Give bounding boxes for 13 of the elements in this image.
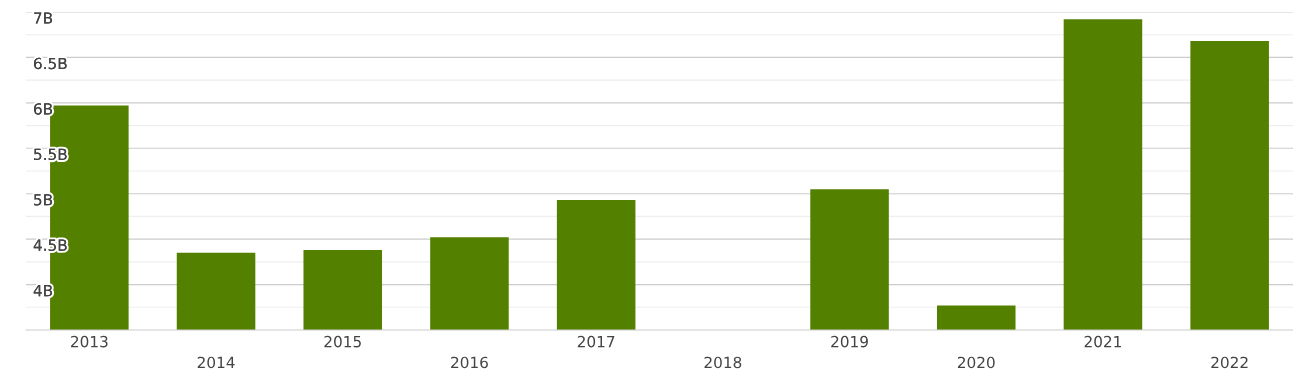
x-tick-label: 2018 [704, 356, 742, 369]
y-tick-label: 7B [34, 12, 53, 24]
y-tick-label: 6.5B [34, 57, 67, 70]
x-tick-label: 2013 [71, 335, 108, 348]
x-tick-label: 2021 [1084, 335, 1121, 348]
x-tick-label: 2019 [831, 335, 868, 348]
x-tick-label: 2022 [1211, 356, 1248, 369]
x-tick-label: 2020 [957, 356, 995, 369]
x-tick-label: 2014 [197, 356, 235, 369]
x-tick-label: 2017 [577, 335, 615, 348]
x-tick-label: 2016 [451, 356, 488, 369]
x-tick-label: 2015 [324, 335, 361, 348]
y-tick-label: 4.5B [33, 239, 67, 251]
